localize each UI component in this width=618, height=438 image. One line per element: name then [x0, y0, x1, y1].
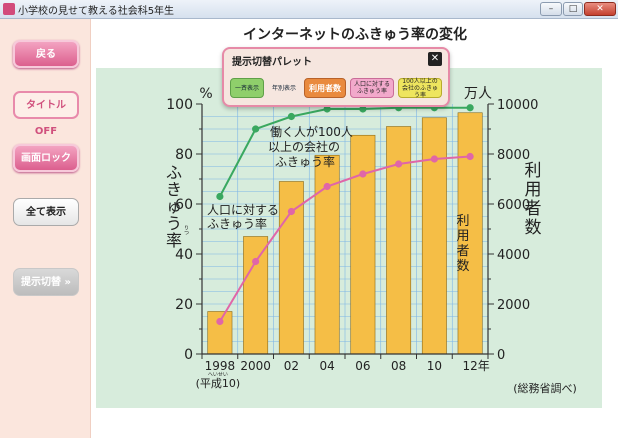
line-point-1-6 — [430, 155, 438, 163]
maximize-icon: □ — [568, 4, 578, 14]
left-tick-label: 60 — [175, 197, 193, 213]
double-chevron-icon: » — [64, 277, 71, 288]
left-axis-label-char: ふ — [166, 163, 182, 182]
line-point-1-0 — [216, 317, 224, 326]
window-titlebar: 小学校の見せて教える社会科5年生 – □ ✕ — [0, 0, 618, 19]
line-series-0 — [218, 106, 471, 197]
maximize-button[interactable]: □ — [563, 2, 583, 16]
annotation-users-bar: 用 — [456, 229, 469, 244]
palette-button-all[interactable]: 一斉表示 — [230, 78, 264, 98]
title-off-button[interactable]: タイトル OFF — [13, 91, 79, 137]
x-tick-label: 02 — [284, 359, 299, 373]
palette-title: 提示切替パレット — [232, 57, 312, 68]
x-tick-label: 04 — [319, 359, 334, 373]
bar-users-1 — [243, 236, 269, 355]
bar-users-6 — [421, 117, 447, 355]
line-series-1 — [219, 155, 471, 323]
right-tick-label: 10000 — [497, 98, 538, 113]
bar-users-0 — [207, 311, 233, 355]
right-axis-label-char: 利 — [525, 161, 542, 181]
annotation-company-line: 以上の会社の — [268, 139, 340, 154]
screen-lock-button[interactable]: 画面ロック — [13, 144, 79, 172]
right-tick-label: 4000 — [497, 248, 530, 263]
annotation-users-bar: 数 — [456, 259, 469, 274]
x-tick-label: 12年 — [462, 359, 489, 373]
x-tick-label: 2000 — [240, 359, 271, 373]
line-point-1-7 — [466, 152, 474, 161]
annotation-population-line: 人口に対する — [207, 203, 279, 217]
left-axis-unit: % — [199, 86, 212, 102]
right-axis-label-char: 者 — [525, 199, 542, 219]
minimize-icon: – — [548, 4, 554, 14]
left-axis-label-char: 率 — [166, 231, 182, 250]
palette-button-population-rate[interactable]: 人口に対する ふきゅう率 — [350, 78, 394, 98]
source-label: (総務省調べ) — [513, 381, 577, 395]
chart-background — [96, 68, 602, 408]
left-tick-label: 0 — [184, 347, 193, 363]
annotation-company-line: 働く人が100人 — [270, 124, 353, 139]
display-switch-palette: 提示切替パレット ✕ 一斉表示 年別表示 利用者数 人口に対する ふきゅう率 1… — [222, 47, 450, 107]
x-tick-label: 10 — [427, 359, 442, 373]
show-all-button[interactable]: 全て表示 — [13, 198, 79, 226]
right-axis-unit: 万人 — [464, 86, 492, 102]
category-sub-ruby: へいせい — [208, 372, 228, 378]
palette-button-users[interactable]: 利用者数 — [304, 78, 346, 98]
left-tick-label: 80 — [175, 147, 193, 163]
right-axis-label-char: 用 — [525, 180, 542, 200]
right-tick-label: 6000 — [497, 198, 530, 213]
minimize-button[interactable]: – — [540, 2, 562, 16]
line-point-0-2 — [287, 112, 295, 121]
annotation-population-line: ふきゅう率 — [207, 216, 267, 231]
palette-close-button[interactable]: ✕ — [428, 52, 442, 66]
bar-users-4 — [350, 134, 376, 355]
x-tick-label: 06 — [355, 359, 370, 373]
category-sub-label: (平成10) — [196, 377, 241, 390]
line-point-0-0 — [216, 192, 224, 201]
close-icon: ✕ — [596, 4, 604, 14]
back-button[interactable]: 戻る — [13, 40, 79, 68]
left-tick-label: 40 — [175, 247, 193, 263]
annotation-company-line: ふきゅう率 — [275, 154, 335, 169]
app-icon — [3, 3, 15, 15]
line-point-0-1 — [252, 125, 260, 133]
line-point-1-5 — [395, 160, 403, 168]
line-point-1-4 — [359, 170, 367, 178]
left-axis-label-char: き — [166, 180, 182, 199]
line-point-1-2 — [287, 207, 295, 216]
right-tick-label: 0 — [497, 348, 505, 363]
line-point-0-3 — [323, 105, 331, 113]
close-icon: ✕ — [430, 53, 440, 64]
left-axis-ruby: りつ — [183, 225, 189, 235]
left-axis-label-char: ゅ — [166, 197, 182, 216]
close-window-button[interactable]: ✕ — [584, 2, 616, 16]
line-point-1-3 — [323, 182, 331, 191]
chart-title: インターネットのふきゅう率の変化 — [243, 27, 467, 43]
annotation-users-bar: 者 — [456, 244, 469, 259]
x-tick-label: 08 — [391, 359, 406, 373]
left-axis-label-char: う — [166, 214, 182, 233]
right-tick-label: 8000 — [497, 148, 530, 163]
switch-display-button[interactable]: 提示切替 » — [13, 268, 79, 296]
right-axis-label-char: 数 — [525, 218, 542, 238]
line-point-1-1 — [252, 257, 260, 266]
right-tick-label: 2000 — [497, 298, 530, 313]
left-tick-label: 100 — [166, 97, 193, 113]
sidebar: 戻る タイトル OFF 画面ロック 全て表示 提示切替 » — [0, 19, 91, 438]
left-tick-label: 20 — [175, 297, 193, 313]
palette-button-yearly[interactable]: 年別表示 — [267, 78, 301, 98]
line-point-0-7 — [466, 104, 474, 112]
switch-display-label: 提示切替 — [21, 277, 62, 288]
window-title: 小学校の見せて教える社会科5年生 — [18, 6, 175, 17]
x-tick-label: 1998 — [205, 359, 236, 373]
line-point-0-4 — [359, 105, 367, 113]
palette-button-company-rate[interactable]: 100人以上の 会社のふきゅう率 — [398, 78, 442, 99]
annotation-users-bar: 利 — [456, 214, 469, 229]
bar-users-2 — [278, 181, 304, 355]
